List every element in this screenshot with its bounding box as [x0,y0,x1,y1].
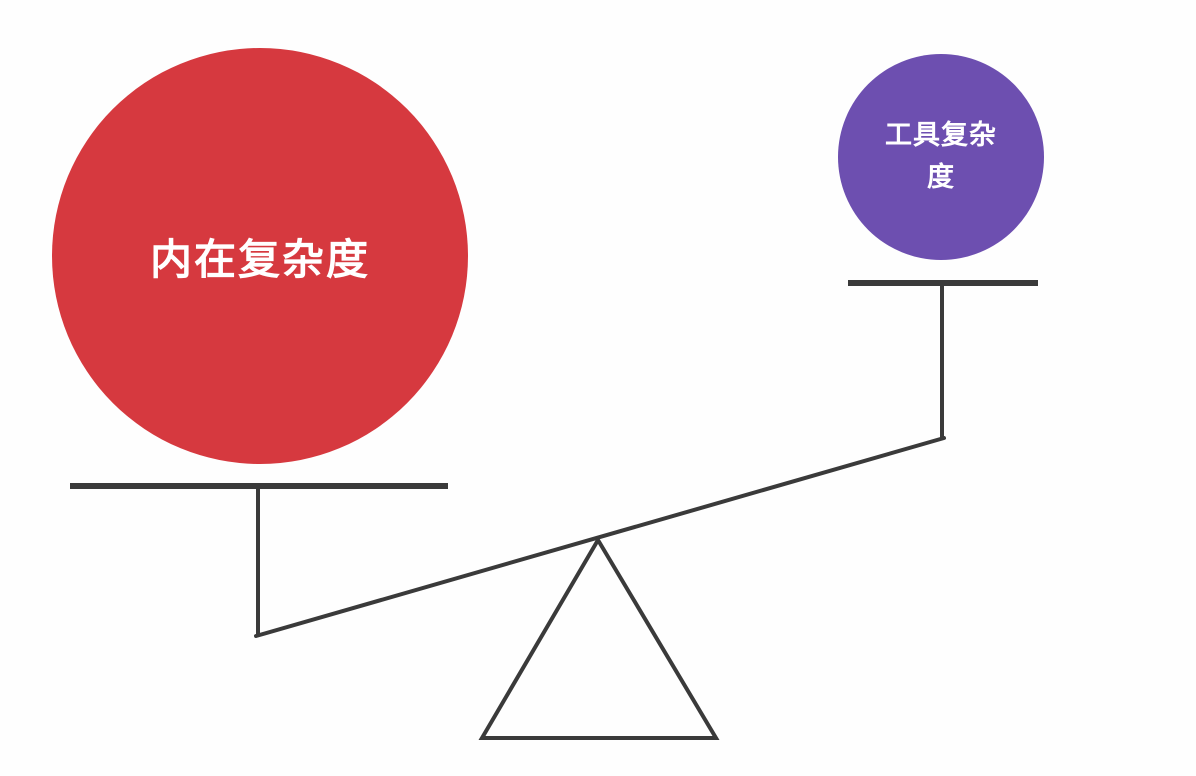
intrinsic-complexity-label: 内在复杂度 [149,234,370,284]
tool-complexity-ball: 工具复杂度 [838,54,1044,260]
lever-beam [254,436,946,638]
tool-complexity-label: 工具复杂度 [885,120,997,193]
fulcrum-triangle [478,536,720,740]
intrinsic-complexity-ball: 内在复杂度 [52,48,468,464]
